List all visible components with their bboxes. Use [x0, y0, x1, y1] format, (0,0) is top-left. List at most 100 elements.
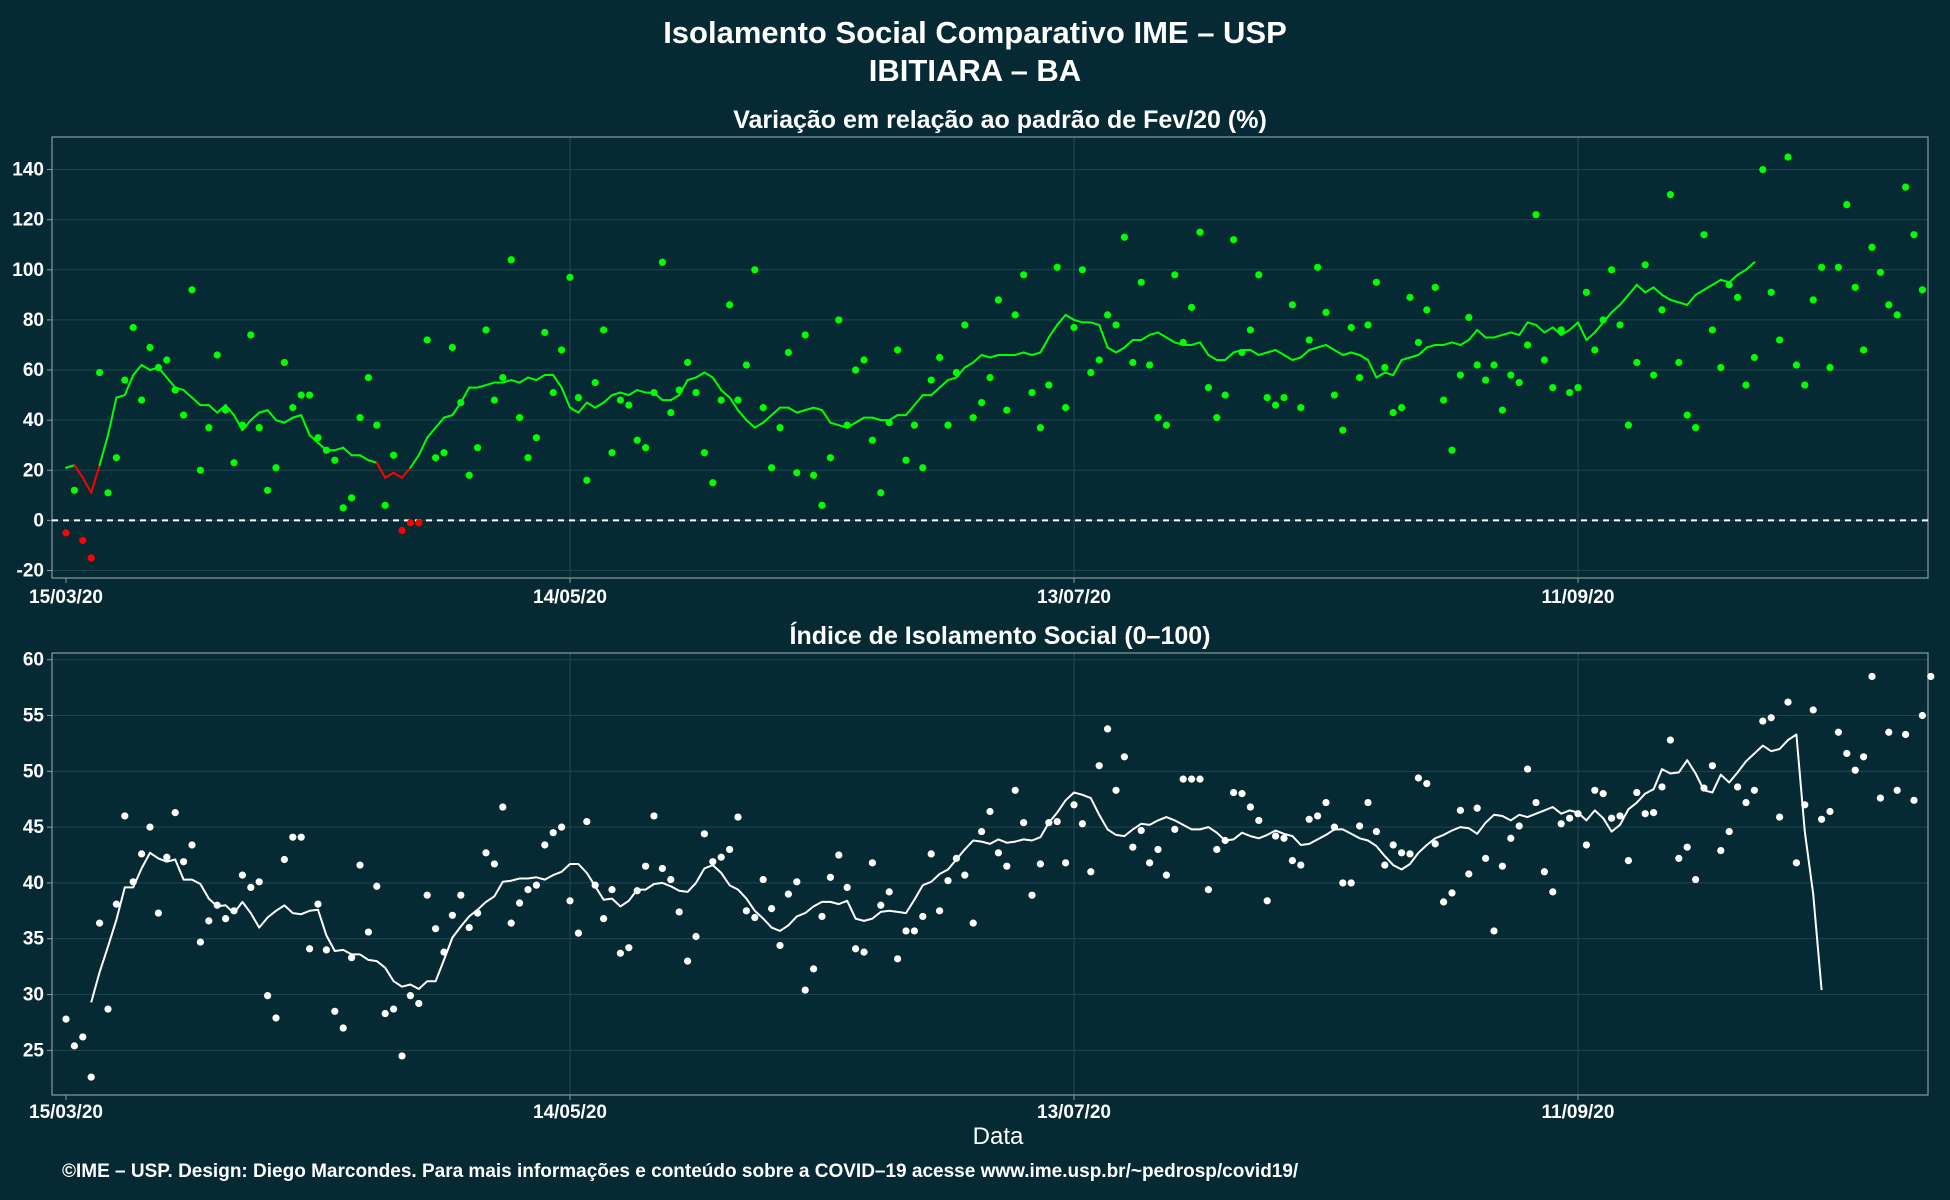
p2-data-point [163, 853, 171, 861]
p2-data-point [205, 917, 213, 925]
p2-y-tick-label: 55 [23, 706, 45, 727]
p1-moving-average-segment [216, 404, 227, 414]
p2-data-point [1322, 798, 1330, 807]
p1-moving-average-segment [955, 366, 966, 379]
p2-data-point [1162, 871, 1170, 879]
p2-data-point [1717, 846, 1725, 855]
p1-data-point [1566, 388, 1574, 397]
p1-moving-average-segment [1199, 341, 1210, 356]
p2-data-point [1658, 783, 1666, 791]
p1-data-point [1616, 321, 1624, 329]
p1-data-point [1095, 356, 1103, 364]
page-subtitle: IBITIARA – BA [869, 53, 1081, 88]
p1-data-point [591, 378, 599, 387]
p1-data-point [726, 301, 734, 309]
p2-data-point [339, 1024, 347, 1032]
p1-data-point [541, 328, 549, 337]
p2-data-point [1700, 784, 1708, 792]
p1-data-point [784, 348, 793, 357]
p1-data-point [1255, 271, 1263, 279]
p1-data-point [398, 526, 406, 534]
p2-data-point [1347, 879, 1355, 887]
p1-data-point [1490, 361, 1498, 369]
p1-data-point [1288, 301, 1296, 309]
p1-data-point [171, 386, 179, 394]
p2-data-point [600, 915, 608, 923]
p1-data-point [1364, 321, 1372, 329]
p2-data-point [1196, 775, 1204, 783]
p2-data-point [112, 900, 120, 908]
p1-data-point [894, 346, 902, 354]
p1-data-point [1188, 303, 1196, 311]
p1-data-point [1574, 383, 1582, 392]
p1-data-point [1297, 404, 1305, 412]
p1-data-point [1792, 361, 1800, 369]
p1-moving-average-segment [1493, 333, 1504, 339]
p2-x-tick-label: 14/05/20 [533, 1102, 607, 1123]
p1-data-point [1053, 263, 1061, 271]
p1-data-point [1356, 373, 1364, 382]
p1-data-point [1473, 361, 1481, 369]
p1-data-point [1456, 371, 1464, 379]
p1-moving-average-segment [266, 409, 277, 422]
p1-data-point [264, 486, 272, 494]
p1-data-point [700, 449, 709, 457]
p2-data-point [633, 887, 641, 895]
p1-data-point [1851, 283, 1859, 291]
p1-data-point [566, 273, 574, 281]
p1-moving-average-segment [720, 389, 731, 399]
p1-data-point [734, 396, 742, 404]
p2-data-point [62, 1015, 70, 1023]
p1-moving-average-segment [1728, 273, 1739, 284]
p2-data-point [768, 905, 776, 913]
p1-data-point [978, 399, 986, 407]
p1-moving-average-segment [1535, 323, 1546, 334]
p2-data-point [591, 881, 599, 889]
p1-data-point [1280, 393, 1288, 402]
p2-y-tick-label: 25 [23, 1040, 45, 1061]
p2-data-point [1204, 886, 1212, 894]
p1-data-point [1482, 376, 1490, 384]
p1-data-point [1910, 231, 1918, 239]
p1-moving-average-segment [1417, 346, 1428, 356]
p1-data-point [1414, 338, 1422, 347]
p2-data-point [894, 955, 902, 963]
p1-moving-average-segment [191, 396, 202, 407]
p1-data-point [129, 323, 137, 332]
p2-data-point [1414, 774, 1422, 782]
p1-data-point [1204, 383, 1212, 392]
p1-moving-average-segment [686, 376, 697, 382]
p2-data-point [490, 860, 498, 868]
p1-moving-average-segment [1358, 353, 1369, 362]
p1-moving-average-segment [871, 416, 882, 422]
p2-data-point [264, 992, 272, 1000]
p2-data-point [1515, 822, 1523, 830]
p2-data-point [474, 909, 482, 917]
p1-data-point [314, 434, 322, 442]
p1-data-point [415, 519, 423, 527]
p1-moving-average-segment [627, 389, 639, 397]
p1-data-point [121, 376, 129, 384]
p1-data-point [868, 436, 877, 444]
p1-data-point [381, 501, 389, 509]
p1-moving-average-segment [1442, 341, 1453, 346]
p1-y-tick-label: 20 [23, 460, 44, 481]
p1-y-tick-label: 120 [12, 210, 44, 231]
p2-data-point [1104, 725, 1112, 733]
p1-data-point [1666, 191, 1674, 199]
p2-data-point [516, 899, 524, 907]
p1-moving-average-segment [1039, 336, 1050, 354]
p1-data-point [1599, 316, 1607, 324]
p2-data-point [423, 891, 431, 899]
p2-data-point [667, 875, 675, 884]
p2-data-point [1683, 843, 1691, 851]
p2-data-point [1062, 859, 1070, 867]
p1-data-point [1171, 271, 1179, 279]
p2-data-point [1868, 672, 1876, 681]
p1-data-point [1843, 201, 1851, 209]
p1-data-point [944, 421, 952, 429]
p1-data-point [1742, 381, 1750, 389]
p1-data-point [1515, 378, 1523, 387]
p1-moving-average-segment [728, 396, 739, 412]
p1-data-point [272, 464, 280, 472]
